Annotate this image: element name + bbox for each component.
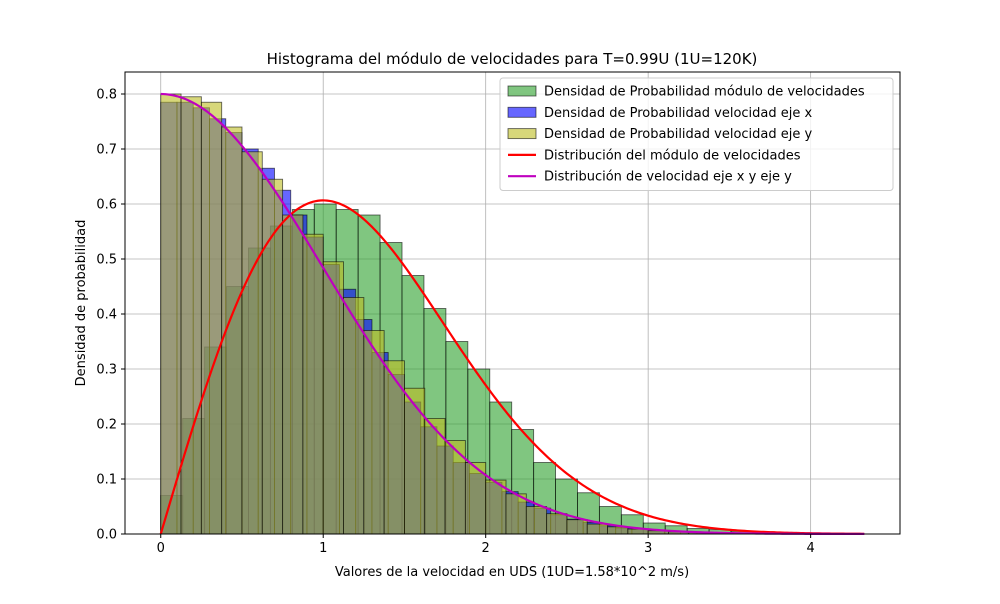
y-tick-label: 0.8 — [96, 88, 117, 103]
distribution-curve-2 — [160, 92, 865, 536]
histogram-bar — [444, 440, 466, 535]
legend-label: Densidad de Probabilidad módulo de veloc… — [544, 85, 865, 100]
y-tick-label: 0.5 — [96, 253, 117, 268]
y-tick-label: 0.3 — [96, 363, 117, 378]
histogram-bar — [607, 526, 629, 535]
y-tick-label: 0.0 — [96, 528, 117, 543]
histogram-bar — [485, 479, 507, 535]
distribution-curve-1 — [159, 199, 865, 535]
histogram-bars — [160, 93, 842, 535]
legend-swatch — [507, 106, 537, 118]
histogram-bar — [241, 151, 263, 535]
histogram-bar — [160, 93, 182, 535]
histogram-bar — [566, 519, 588, 535]
x-tick-label: 0 — [157, 541, 165, 556]
histogram-bar — [282, 214, 304, 535]
legend-label: Densidad de Probabilidad velocidad eje x — [544, 106, 813, 121]
histogram-bar — [343, 297, 365, 535]
histogram-bar — [180, 96, 202, 535]
x-tick-label: 1 — [319, 541, 327, 556]
x-tick-label: 2 — [482, 541, 490, 556]
distribution-curves — [159, 92, 865, 536]
y-tick-label: 0.6 — [96, 198, 117, 213]
y-tick-label: 0.1 — [96, 473, 117, 488]
legend-swatch — [507, 85, 537, 97]
histogram-bar — [546, 513, 568, 535]
y-axis-label: Densidad de probabilidad — [74, 220, 89, 387]
legend-box — [499, 77, 894, 191]
histogram-bar — [200, 101, 223, 535]
y-tick-label: 0.7 — [96, 143, 117, 158]
x-axis-label: Valores de la velocidad en UDS (1UD=1.58… — [335, 565, 689, 580]
axes-frame — [124, 71, 901, 535]
histogram-bar — [404, 387, 426, 535]
legend-label: Distribución del módulo de velocidades — [544, 148, 801, 163]
y-tick-label: 0.4 — [96, 308, 117, 323]
y-tick-label: 0.2 — [96, 418, 117, 433]
x-tick-label: 4 — [806, 541, 814, 556]
histogram-bar — [221, 126, 243, 535]
legend-swatch — [507, 128, 537, 140]
histogram-bar — [261, 178, 284, 535]
histogram-bar — [505, 493, 527, 535]
x-tick-label: 3 — [644, 541, 652, 556]
histogram-bar — [302, 233, 324, 535]
histogram-series-3 — [160, 93, 730, 535]
legend-label: Densidad de Probabilidad velocidad eje y — [544, 127, 813, 142]
histogram-bar — [525, 506, 548, 535]
chart-title: Histograma del módulo de velocidades par… — [267, 50, 758, 68]
legend-label: Distribución de velocidad eje x y eje y — [544, 170, 792, 185]
histogram-bar — [586, 523, 608, 535]
legend: Densidad de Probabilidad módulo de veloc… — [499, 77, 894, 191]
histogram-bar — [322, 261, 344, 535]
axis-ticks: 0 1 2 3 4 0.0 0.1 0.2 0.3 0.4 0.5 0.6 0.7 0.8 — [96, 88, 814, 557]
